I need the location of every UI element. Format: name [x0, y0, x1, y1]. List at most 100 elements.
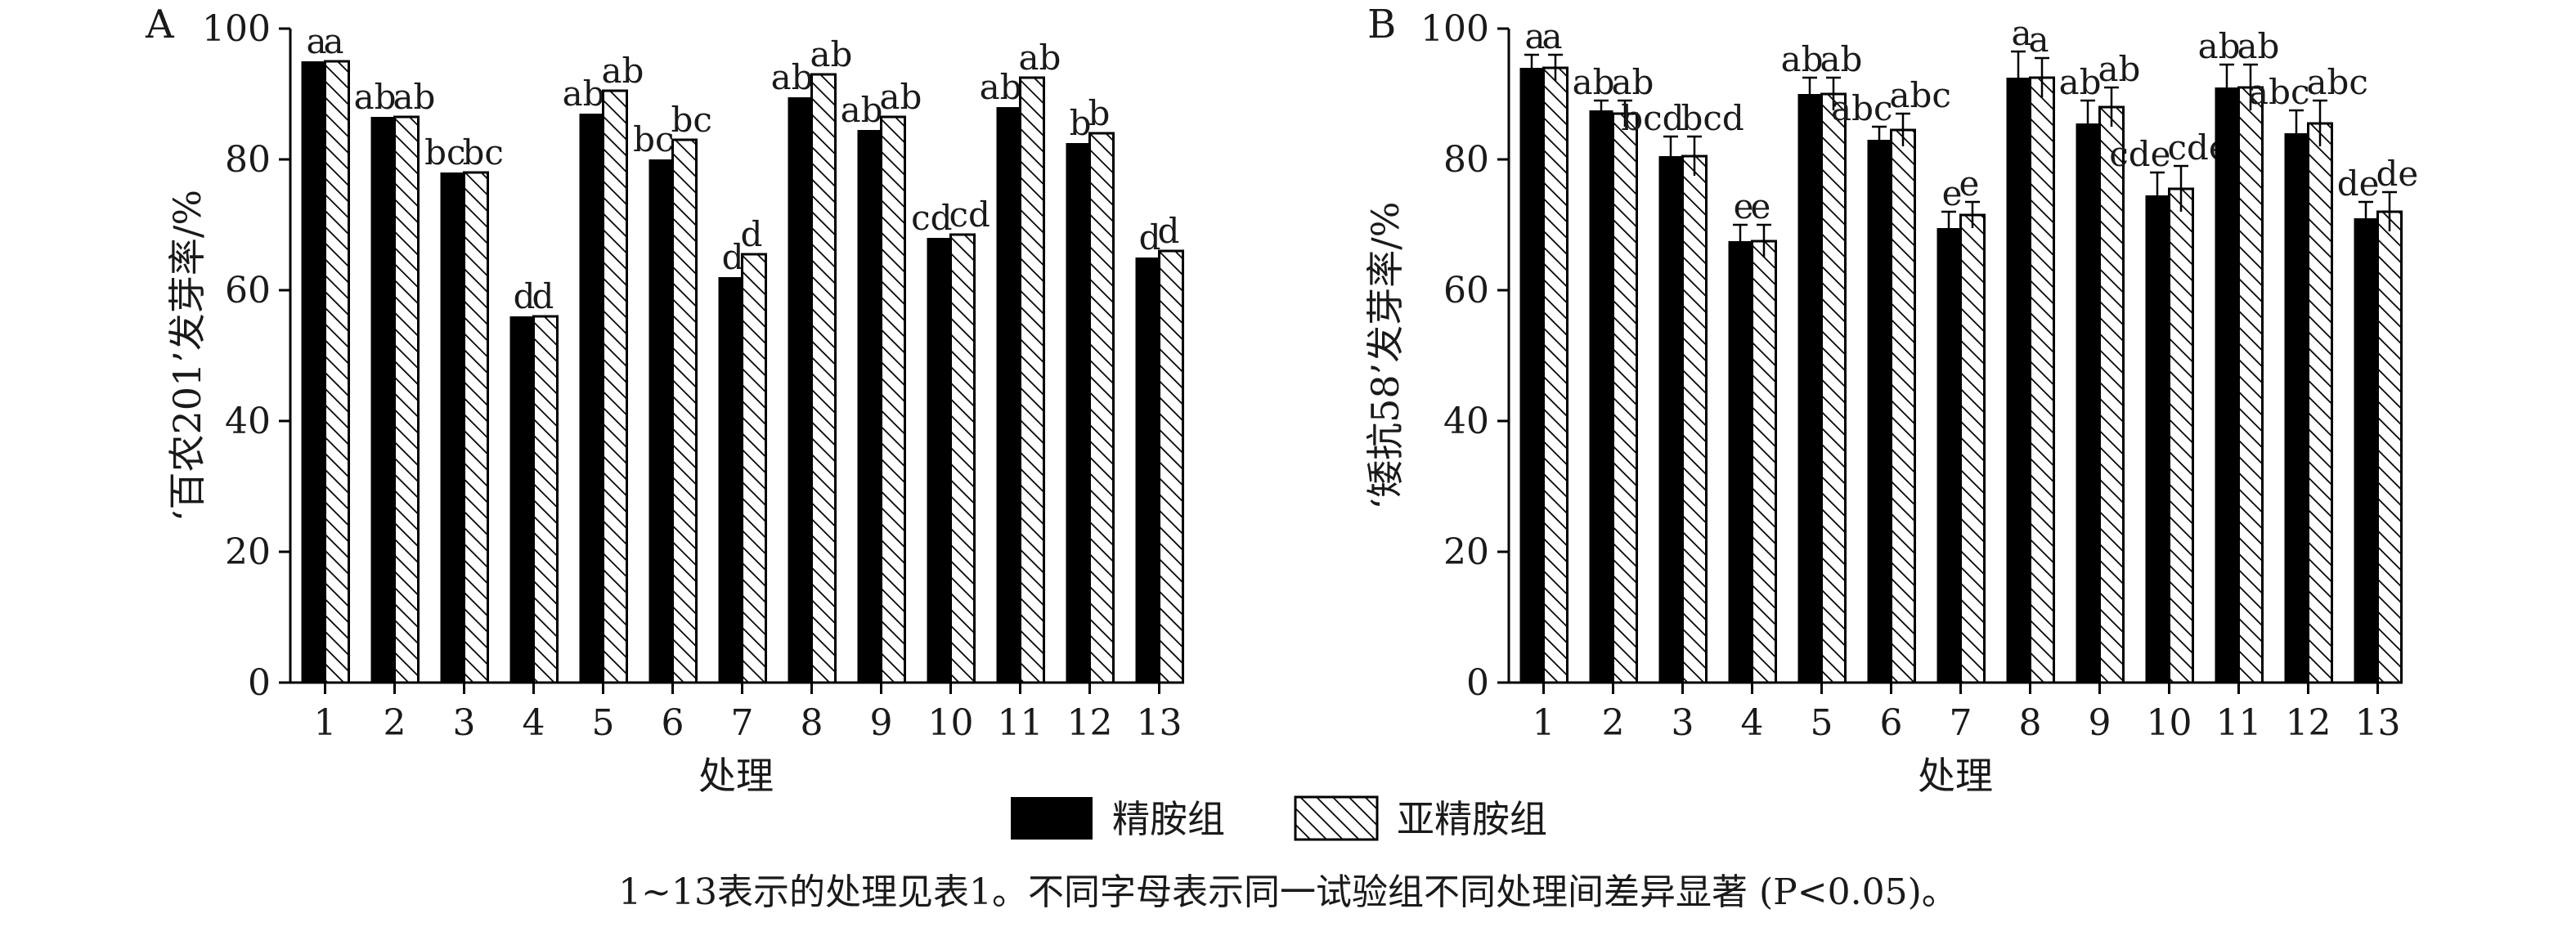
bar-hatched [2307, 122, 2333, 684]
bar-significance-label: a [2011, 13, 2031, 53]
bar-significance-label: bcd [1681, 98, 1744, 138]
x-tick-label: 9 [2089, 702, 2112, 744]
x-tick-label: 12 [1067, 702, 1113, 744]
bar-significance-label: abc [1890, 75, 1951, 115]
bar-solid [2076, 123, 2100, 683]
bar-significance-label: ab [563, 74, 605, 114]
bar-solid [1519, 68, 1544, 683]
bar-significance-label: e [1959, 163, 1980, 204]
y-tick-label: 20 [1443, 531, 1489, 573]
bar-hatched [671, 138, 698, 684]
bar-significance-label: abc [2248, 72, 2309, 112]
chart-panel-a: A020406080100‘百农201’发芽率/%处理1aa2abab3bcbc… [145, 2, 1184, 798]
bar-significance-label: cde [2109, 134, 2170, 174]
x-tick-label: 7 [731, 702, 754, 744]
bar-solid [2284, 133, 2309, 683]
chart-panel-b: B020406080100‘矮抗58’发芽率/%处理1aa2abab3bcdbc… [1363, 2, 2418, 798]
panel-label: A [145, 2, 175, 47]
x-tick-label: 11 [2216, 702, 2262, 744]
y-tick-label: 100 [1420, 8, 1489, 50]
bar-hatched [1751, 240, 1777, 684]
x-tick-label: 5 [1811, 702, 1833, 744]
x-tick-label: 12 [2286, 702, 2331, 744]
bar-significance-label: ab [841, 90, 883, 130]
bar-significance-label: ab [1019, 38, 1061, 78]
bar-hatched [2168, 187, 2194, 684]
x-tick-label: 9 [870, 702, 893, 744]
bar-solid [648, 159, 673, 683]
bar-significance-label: ab [1820, 39, 1863, 79]
bar-hatched [2376, 210, 2403, 684]
bar-solid [1589, 110, 1613, 683]
y-tick-label: 0 [1466, 662, 1489, 704]
x-tick-label: 4 [523, 702, 545, 744]
bar-significance-label: d [1139, 217, 1161, 258]
x-tick-label: 10 [2147, 702, 2192, 744]
bar-significance-label: ab [771, 57, 814, 97]
x-tick-label: 10 [928, 702, 974, 744]
x-tick-label: 8 [2019, 702, 2042, 744]
x-tick-label: 4 [1741, 702, 1764, 744]
bar-hatched [1959, 213, 1986, 684]
legend-label-solid: 精胺组 [1112, 797, 1225, 841]
x-tick-label: 13 [2355, 702, 2401, 744]
bar-hatched [1820, 92, 1847, 684]
bar-significance-label: d [514, 276, 536, 316]
bar-significance-label: b [1070, 103, 1092, 143]
bar-solid [301, 61, 325, 683]
bar-significance-label: ab [354, 77, 397, 117]
bar-significance-label: e [1734, 186, 1754, 226]
x-axis-title: 处理 [698, 754, 774, 798]
bar-significance-label: d [1158, 211, 1180, 251]
y-tick-label: 100 [202, 8, 271, 50]
bar-significance-label: de [2337, 163, 2380, 204]
bar-hatched [324, 60, 350, 684]
bar-hatched [741, 253, 767, 684]
bar-significance-label: a [324, 21, 344, 61]
bar-significance-label: a [2029, 20, 2049, 60]
bar-significance-label: bc [671, 100, 712, 140]
bar-hatched [1681, 154, 1708, 684]
y-tick-label: 40 [225, 401, 271, 442]
x-tick-label: 3 [453, 702, 476, 744]
x-tick-label: 2 [1602, 702, 1625, 744]
bar-solid [927, 238, 951, 683]
bar-hatched [2237, 86, 2264, 684]
y-tick-label: 20 [225, 531, 271, 573]
bar-solid [370, 117, 395, 683]
bar-hatched [1542, 66, 1568, 684]
bar-hatched [463, 171, 489, 684]
y-tick-label: 60 [225, 270, 271, 311]
bar-significance-label: ab [2098, 49, 2141, 89]
bar-solid [718, 277, 743, 683]
bar-solid [1066, 143, 1090, 683]
x-tick-label: 1 [1533, 702, 1555, 744]
x-axis-title: 处理 [1918, 754, 1993, 798]
bar-significance-label: ab [1781, 39, 1824, 79]
x-tick-label: 8 [801, 702, 824, 744]
bar-significance-label: e [1942, 173, 1963, 213]
y-axis-title: ‘百农201’发芽率/% [165, 190, 209, 522]
x-tick-label: 6 [1880, 702, 1903, 744]
bar-solid [1135, 258, 1160, 683]
bar-hatched [2029, 76, 2055, 684]
bar-solid [579, 114, 604, 683]
bar-significance-label: ab [1573, 62, 1615, 102]
bar-solid [1658, 156, 1683, 683]
bar-hatched [1088, 132, 1115, 684]
bar-significance-label: abc [1831, 88, 1892, 128]
y-tick-label: 0 [248, 662, 271, 704]
bar-solid [2354, 218, 2378, 683]
bar-solid [996, 107, 1021, 683]
bar-significance-label: cd [949, 195, 990, 235]
bar-solid [1936, 228, 1961, 683]
bar-significance-label: a [1542, 16, 1563, 56]
bar-solid [788, 97, 812, 683]
figure-note: 1~13表示的处理见表1。不同字母表示同一试验组不同处理间差异显著 (P<0.0… [618, 871, 1958, 913]
bar-significance-label: bcd [1621, 98, 1684, 138]
bar-significance-label: cd [911, 198, 952, 238]
x-tick-label: 7 [1950, 702, 1972, 744]
bar-solid [2006, 78, 2031, 683]
bar-hatched [393, 115, 420, 684]
